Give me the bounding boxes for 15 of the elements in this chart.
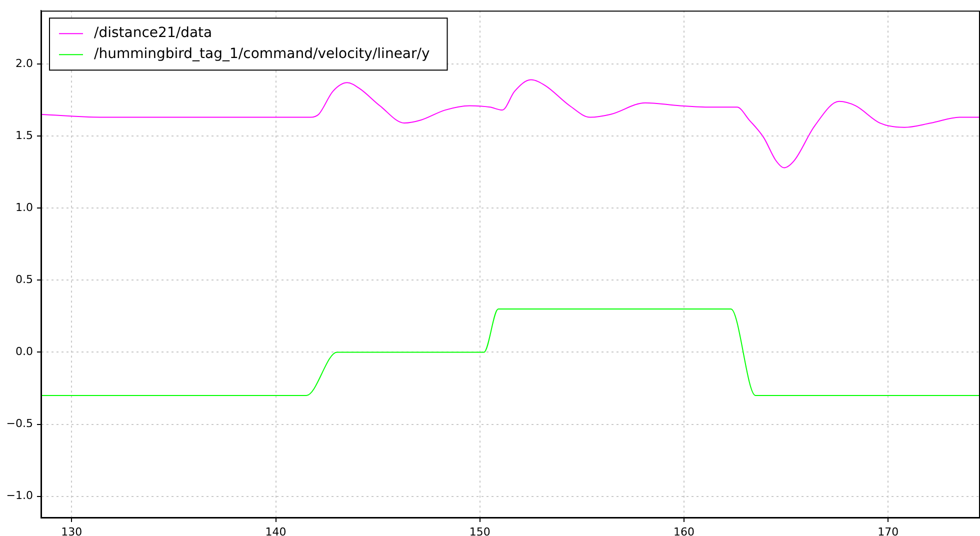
y-tick-label: −1.0 [6,489,33,502]
legend-label: /hummingbird_tag_1/command/velocity/linear/y [94,46,430,62]
y-tick-label: 0.0 [16,345,33,358]
x-tick-label: 130 [61,525,82,536]
y-tick-label: −0.5 [6,417,33,430]
x-tick-label: 170 [878,525,899,536]
y-tick-label: 1.5 [16,128,33,142]
y-tick-label: 1.0 [16,200,33,214]
legend-label: /distance21/data [94,25,212,42]
x-tick-label: 150 [469,525,490,536]
y-tick-label: 0.5 [16,273,33,286]
line-series [41,79,980,168]
x-tick-label: 160 [674,525,695,536]
x-tick-label: 140 [265,525,286,536]
y-tick-label: 2.0 [16,56,33,70]
